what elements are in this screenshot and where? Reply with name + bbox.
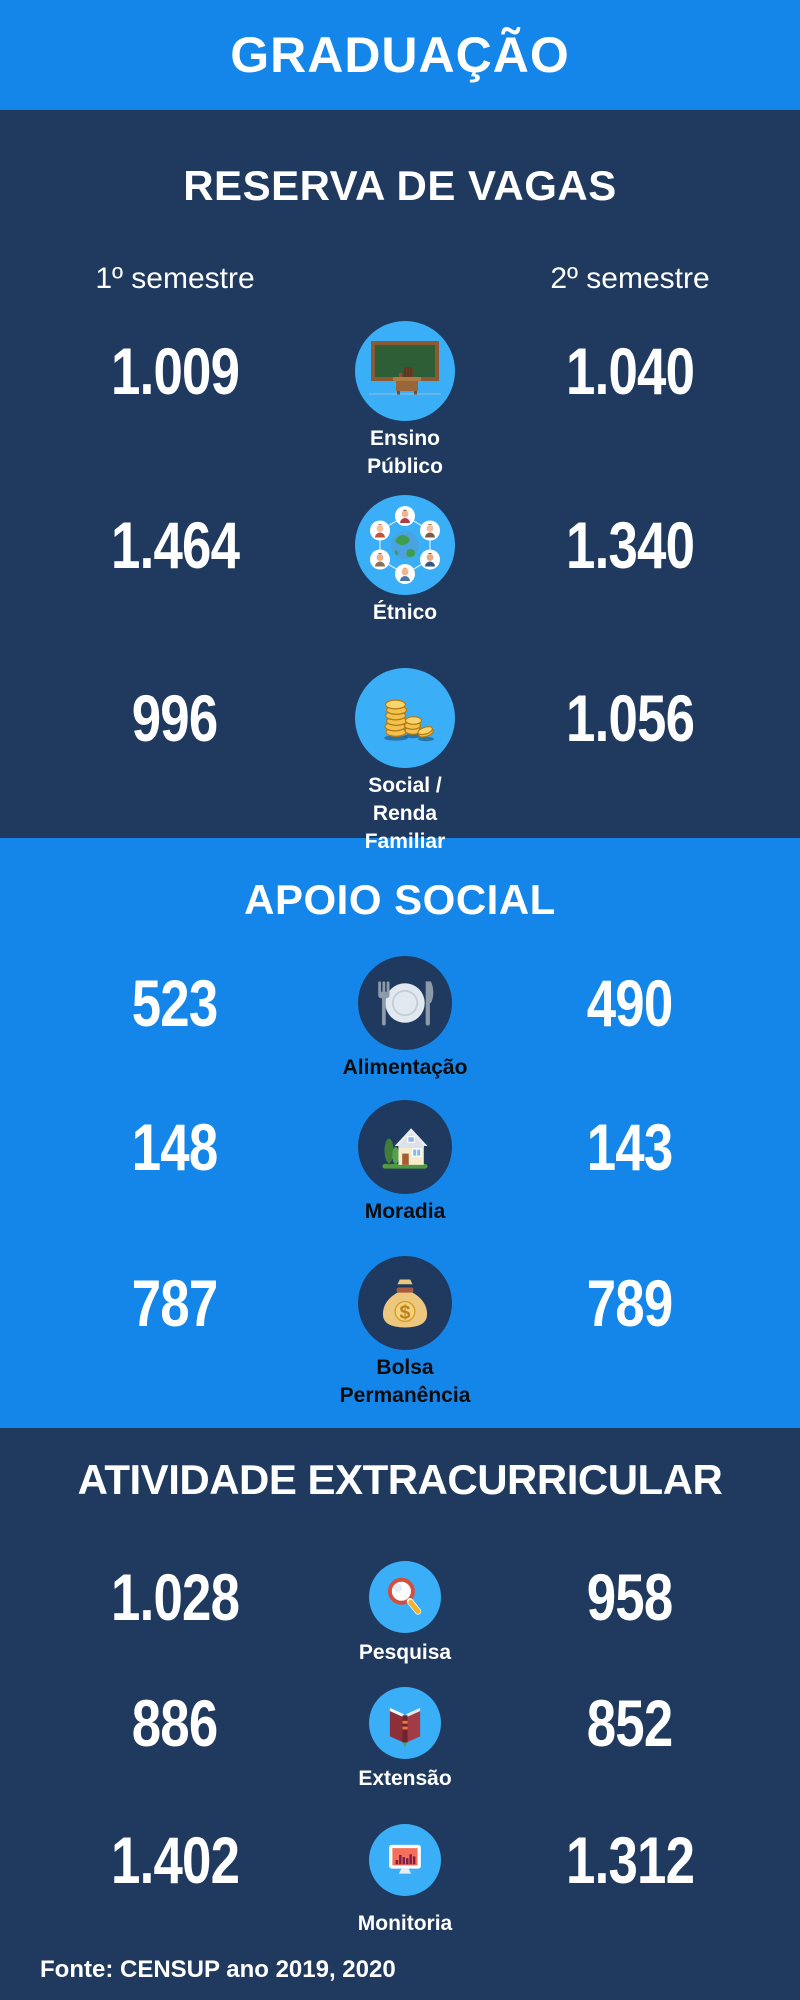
- row-bolsa-permanencia: 787 $ Bolsa Permanência 789: [0, 1256, 800, 1410]
- row-ensino-publico: 1.009: [0, 321, 800, 481]
- column-header-second-semester: 2º semestre: [550, 262, 710, 295]
- value-cell: 1.402: [0, 1823, 350, 1897]
- icon-and-label: Pesquisa: [350, 1561, 460, 1667]
- coins-icon: [384, 699, 434, 742]
- section-title-atividade: ATIVIDADE EXTRACURRICULAR: [77, 1456, 723, 1503]
- row-label: Extensão: [358, 1767, 452, 1790]
- row-etnico: 1.464: [0, 495, 800, 627]
- value-ensino-publico-2sem: 1.040: [565, 334, 695, 408]
- icon-and-label: Ensino Público: [350, 321, 460, 481]
- value-extensao-2sem: 852: [587, 1686, 674, 1760]
- svg-text:$: $: [400, 1302, 411, 1324]
- row-pesquisa: 1.028 Pesquisa 958: [0, 1560, 800, 1667]
- row-label: Pesquisa: [358, 1641, 452, 1664]
- value-cell: 1.464: [0, 495, 350, 595]
- value-social-renda-1sem: 996: [132, 681, 219, 755]
- value-cell: 1.009: [0, 321, 350, 421]
- value-bolsa-2sem: 789: [587, 1266, 674, 1340]
- value-alimentacao-1sem: 523: [132, 966, 219, 1040]
- header-band: GRADUAÇÃO: [0, 0, 800, 110]
- value-etnico-1sem: 1.464: [110, 508, 240, 582]
- magnifier-icon: [387, 1577, 422, 1615]
- ethnic-globe-icon: [370, 506, 440, 584]
- semester-header-row: 1º semestre 2º semestre: [0, 262, 800, 296]
- value-pesquisa-2sem: 958: [587, 1560, 674, 1634]
- money-bag-icon: $: [382, 1279, 428, 1328]
- icon-circle: [355, 668, 455, 768]
- row-label: Alimentação: [342, 1056, 468, 1079]
- monitor-chart-icon: [389, 1844, 421, 1874]
- value-cell: 1.028: [0, 1560, 350, 1634]
- value-monitoria-2sem: 1.312: [565, 1823, 695, 1897]
- icon-circle: $: [358, 1256, 452, 1350]
- value-cell: 787: [0, 1256, 350, 1350]
- row-social-renda: 996: [0, 668, 800, 856]
- section-title-apoio: APOIO SOCIAL: [244, 876, 556, 923]
- value-cell: 789: [460, 1256, 800, 1350]
- section-reserva-de-vagas: RESERVA DE VAGAS 1º semestre 2º semestre…: [0, 110, 800, 853]
- icon-circle: [369, 1824, 441, 1896]
- value-cell: 523: [0, 956, 350, 1050]
- icon-circle: [355, 495, 455, 595]
- value-cell: 886: [0, 1686, 350, 1760]
- icon-and-label: Alimentação: [343, 956, 467, 1082]
- icon-circle: [355, 321, 455, 421]
- icon-circle: [358, 956, 452, 1050]
- icon-circle: [369, 1687, 441, 1759]
- icon-and-label: Extensão: [350, 1687, 460, 1793]
- row-label: Ensino Público: [367, 427, 443, 478]
- value-moradia-2sem: 143: [587, 1110, 674, 1184]
- value-cell: 1.312: [460, 1823, 800, 1897]
- value-extensao-1sem: 886: [132, 1686, 219, 1760]
- section-apoio-social: APOIO SOCIAL 523: [0, 838, 800, 1428]
- section-title-reserva: RESERVA DE VAGAS: [183, 162, 617, 209]
- value-alimentacao-2sem: 490: [587, 966, 674, 1040]
- icon-and-label: Moradia: [350, 1100, 460, 1226]
- meal-icon: [378, 981, 434, 1026]
- row-moradia: 148: [0, 1100, 800, 1226]
- row-alimentacao: 523: [0, 956, 800, 1082]
- value-cell: 1.040: [460, 321, 800, 421]
- value-moradia-1sem: 148: [132, 1110, 219, 1184]
- value-ensino-publico-1sem: 1.009: [110, 334, 240, 408]
- icon-circle: [369, 1561, 441, 1633]
- section-atividade-extracurricular: ATIVIDADE EXTRACURRICULAR 1.028 Pesquisa: [0, 1428, 800, 2000]
- row-label: Social / Renda Familiar: [364, 774, 446, 853]
- row-label: Monitoria: [357, 1912, 453, 1935]
- value-monitoria-1sem: 1.402: [110, 1823, 240, 1897]
- value-etnico-2sem: 1.340: [565, 508, 695, 582]
- icon-and-label: $ Bolsa Permanência: [340, 1256, 470, 1410]
- value-cell: 996: [0, 668, 350, 768]
- source-note: Fonte: CENSUP ano 2019, 2020: [40, 1956, 396, 1983]
- value-social-renda-2sem: 1.056: [565, 681, 695, 755]
- page-title: GRADUAÇÃO: [230, 27, 570, 83]
- value-cell: 490: [460, 956, 800, 1050]
- value-cell: 143: [460, 1100, 800, 1194]
- row-monitoria: 1.402: [0, 1823, 800, 1938]
- book-icon: [389, 1707, 421, 1748]
- house-icon: [382, 1128, 428, 1169]
- value-bolsa-1sem: 787: [132, 1266, 219, 1340]
- value-pesquisa-1sem: 1.028: [110, 1560, 240, 1634]
- icon-and-label: Étnico: [350, 495, 460, 627]
- value-cell: 1.056: [460, 668, 800, 768]
- value-cell: 148: [0, 1100, 350, 1194]
- icon-and-label: Monitoria: [350, 1824, 460, 1938]
- row-label: Moradia: [364, 1200, 446, 1223]
- column-header-first-semester: 1º semestre: [95, 262, 255, 295]
- row-extensao: 886 Extensão: [0, 1686, 800, 1793]
- value-cell: 852: [460, 1686, 800, 1760]
- icon-circle: [358, 1100, 452, 1194]
- value-cell: 1.340: [460, 495, 800, 595]
- chalkboard-icon: [369, 341, 441, 395]
- icon-and-label: Social / Renda Familiar: [350, 668, 460, 856]
- row-label: Bolsa Permanência: [339, 1356, 471, 1407]
- row-label: Étnico: [372, 601, 438, 624]
- value-cell: 958: [460, 1560, 800, 1634]
